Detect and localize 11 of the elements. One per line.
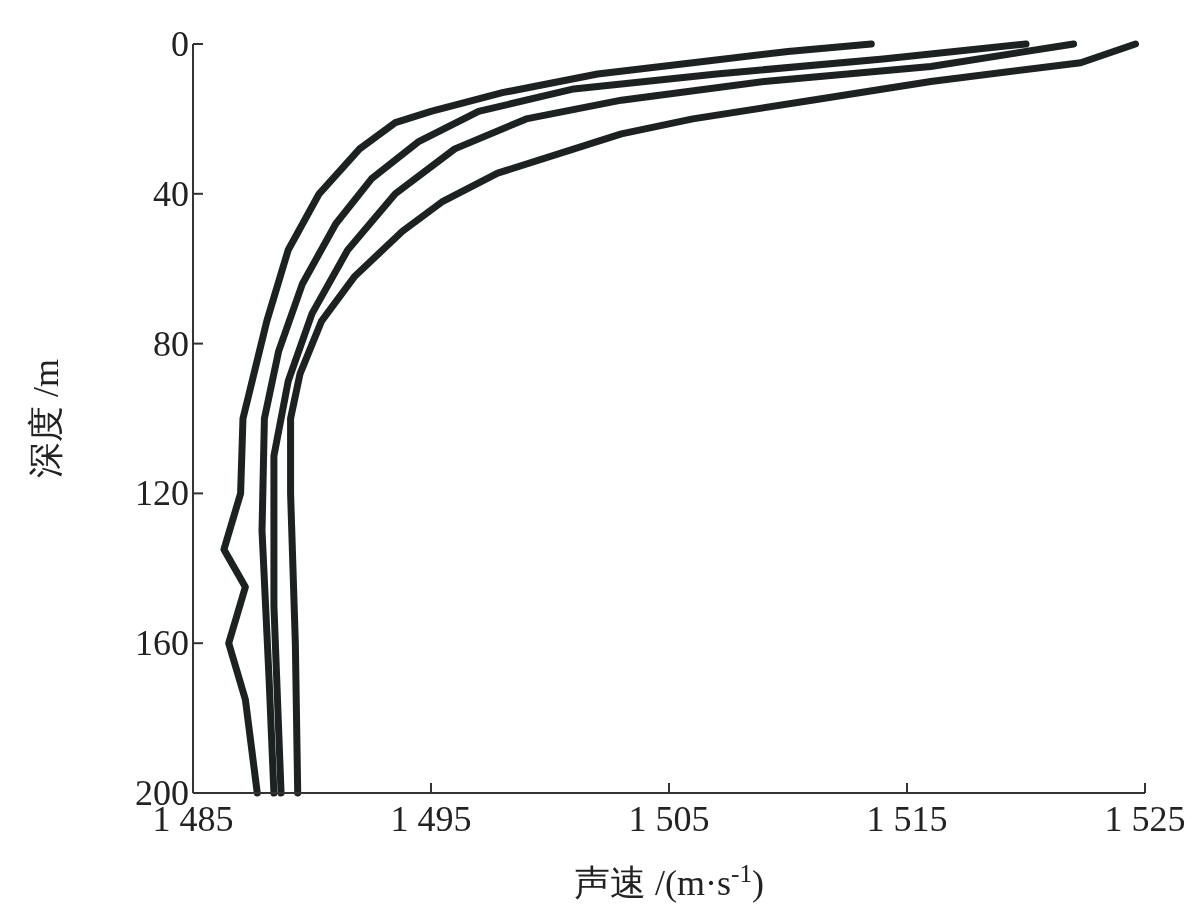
y-tick-label: 0 <box>171 24 189 64</box>
y-tick-label: 80 <box>153 323 189 364</box>
x-tick-label: 1 495 <box>390 799 472 839</box>
y-tick-label: 120 <box>135 473 189 514</box>
x-tick-label: 1 505 <box>628 799 710 839</box>
y-tick-label: 40 <box>153 173 189 214</box>
x-tick-label: 1 515 <box>866 799 948 839</box>
x-tick-label: 1 525 <box>1104 799 1186 839</box>
x-axis-title: 声速 /(m·s$^{-1}$) <box>574 859 764 903</box>
y-axis-title: 深度 /m <box>26 358 66 479</box>
y-tick-label: 160 <box>135 623 189 664</box>
